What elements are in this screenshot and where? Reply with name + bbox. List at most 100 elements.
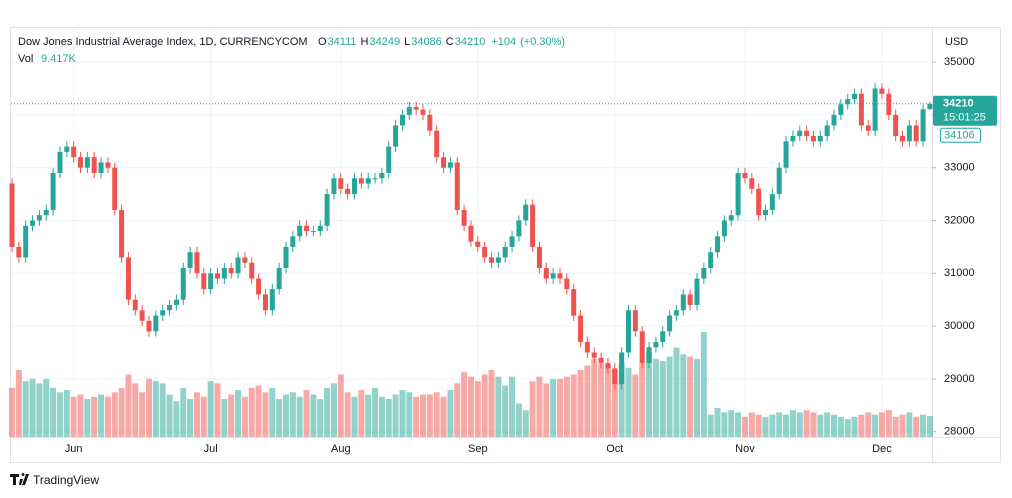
candle-body [105, 162, 111, 168]
candle-body [358, 178, 364, 184]
candle-body [660, 331, 666, 342]
volume-bar [591, 358, 598, 437]
price-tag-countdown: 15:01:25 [943, 112, 986, 124]
volume-bar [509, 376, 516, 437]
currency: USD [945, 36, 968, 48]
candle-body [317, 225, 323, 232]
candle-body [694, 278, 700, 305]
y-tick-label: 35000 [944, 56, 975, 68]
candle-body [721, 220, 727, 237]
volume-bar [36, 383, 43, 437]
candle-body [9, 183, 15, 247]
candle-body [393, 125, 399, 147]
volume-bar [378, 396, 385, 437]
candle-body [536, 246, 542, 269]
candle-body [824, 125, 830, 137]
title: Dow Jones Industrial Average Index, 1D, … [18, 36, 308, 48]
volume-bar [9, 387, 15, 437]
candle-body [64, 146, 70, 152]
candle-body [406, 106, 412, 115]
candle-body [893, 114, 899, 137]
candle-body [475, 241, 481, 247]
candle-body [297, 225, 303, 237]
volume-bar [851, 416, 858, 437]
volume-bar [296, 396, 303, 437]
candle-body [112, 167, 118, 210]
legend: Dow Jones Industrial Average Index, 1D, … [18, 36, 565, 65]
candle-body [468, 225, 474, 242]
candle-body [509, 236, 515, 247]
volume-bar [755, 414, 762, 437]
candle-body [345, 188, 351, 195]
volume-bar [180, 387, 187, 437]
volume-bar [15, 369, 22, 437]
change: +104 [491, 36, 516, 48]
volume-bar [803, 410, 810, 437]
volume-bar [433, 392, 440, 437]
volume-bar [543, 383, 550, 437]
volume-bar [221, 399, 228, 437]
candle-body [680, 294, 686, 311]
volume-bar [461, 372, 468, 437]
candle-body [797, 130, 803, 137]
candle-body [221, 268, 227, 279]
candle-body [201, 273, 207, 290]
volume-bar [604, 365, 611, 437]
candle-body [913, 125, 919, 142]
candle-body [653, 341, 659, 348]
candle-body [310, 231, 316, 233]
candle-body [591, 352, 597, 358]
volume-bar [632, 374, 639, 437]
candle-body [269, 289, 275, 311]
candle-body [810, 136, 816, 142]
candle-body [646, 347, 652, 364]
candle-body [454, 162, 460, 210]
logo-mark [10, 473, 29, 485]
volume-bar [262, 392, 269, 437]
volume-bar [776, 412, 783, 437]
candle-body [276, 268, 282, 290]
candle-body [571, 289, 577, 316]
volume-bar [906, 412, 913, 437]
volume-bar [426, 394, 433, 437]
volume-bar [762, 416, 769, 437]
candle-body [215, 273, 220, 279]
ohlc-value: 34210 [455, 36, 486, 48]
x-tick-label: Dec [872, 443, 892, 455]
candle-body [886, 93, 892, 115]
candle-body [523, 204, 529, 221]
candle-body [783, 141, 789, 168]
candle-body [872, 88, 878, 131]
y-tick-label: 32000 [944, 214, 975, 226]
candle-body [865, 125, 871, 131]
candle-body [900, 136, 905, 142]
x-tick-label: Nov [735, 443, 755, 455]
grid [11, 28, 932, 437]
volume-bar [817, 414, 824, 437]
y-tick-label: 31000 [944, 267, 975, 279]
candle-body [598, 357, 604, 364]
candle-body [831, 114, 837, 126]
volume-bar [365, 394, 372, 437]
volume-bar [502, 385, 509, 437]
candle-body [43, 209, 49, 216]
candle-body [173, 299, 179, 305]
candle-body [187, 252, 193, 269]
candle-body [180, 268, 186, 300]
candle-body [845, 99, 851, 105]
x-tick-label: Jun [65, 443, 83, 455]
volume-bar [728, 410, 735, 437]
candle-body [427, 114, 433, 131]
candle-body [194, 252, 200, 274]
volume-bar [385, 399, 392, 437]
candle-body [530, 204, 536, 247]
candle-body [132, 299, 138, 311]
volume-bar [43, 378, 50, 437]
volume-bar [570, 374, 577, 437]
volume-bar [522, 410, 529, 437]
volume-bar [625, 367, 632, 437]
candle-body [564, 278, 570, 290]
volume-bar [283, 394, 289, 437]
volume-bar [406, 392, 413, 437]
candle-body [146, 320, 152, 332]
